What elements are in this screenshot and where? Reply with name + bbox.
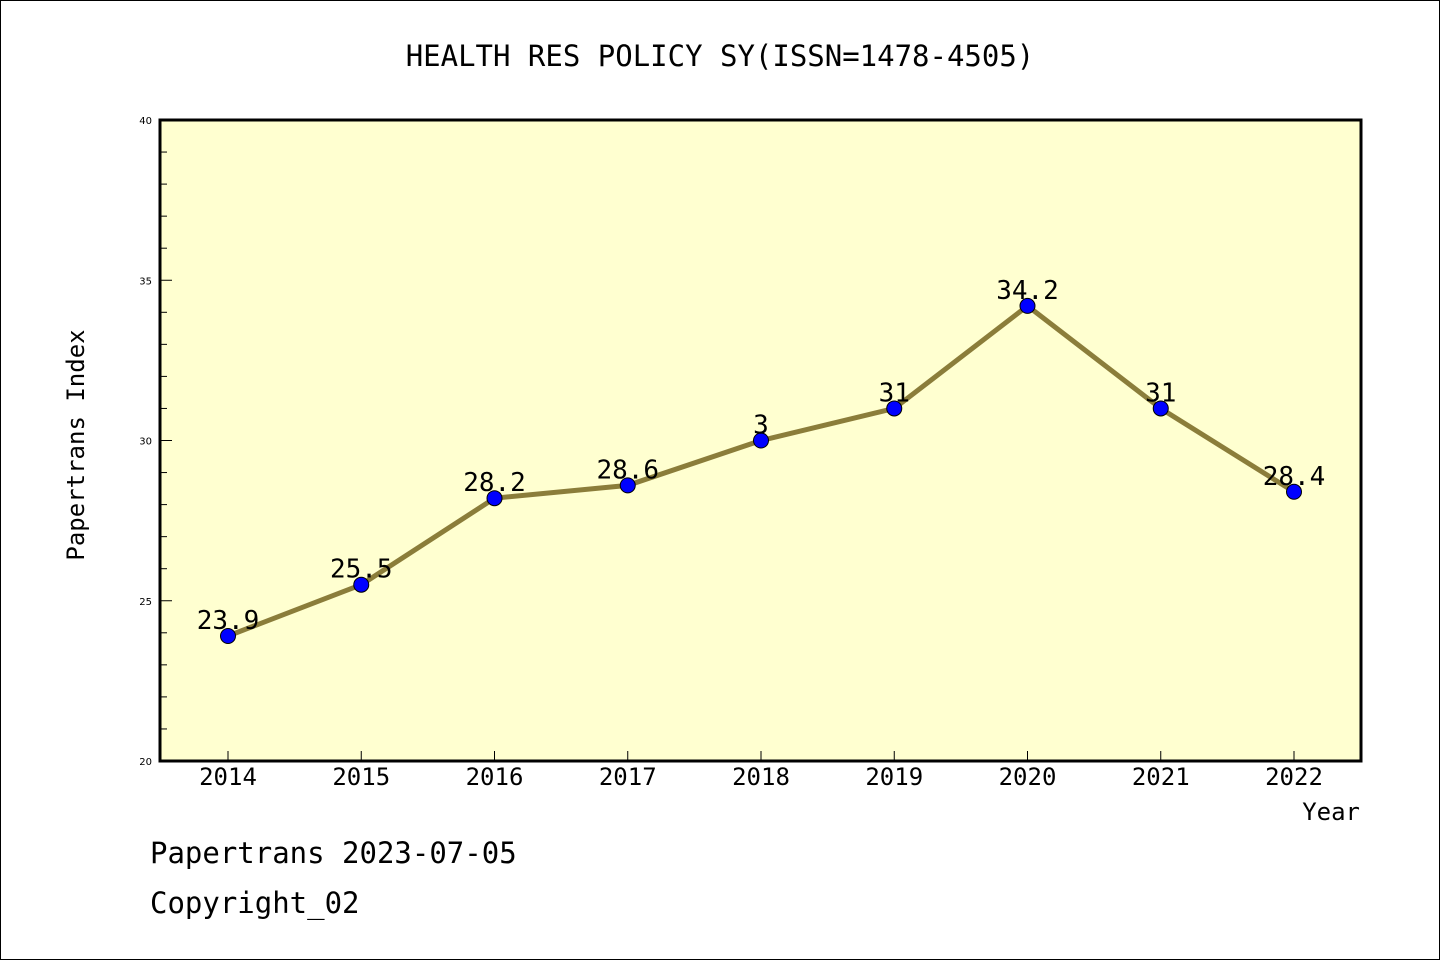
data-point-label: 28.6 <box>596 455 659 485</box>
data-point-label: 31 <box>879 378 910 408</box>
data-point-label: 31 <box>1145 378 1176 408</box>
y-tick-label: 20 <box>139 757 152 768</box>
data-point-marker <box>220 628 236 645</box>
x-tick-label: 2022 <box>1265 763 1323 791</box>
chart-title: HEALTH RES POLICY SY(ISSN=1478-4505) <box>406 39 1035 73</box>
x-axis-ticks: 2014 2015 2016 2017 2018 2019 2020 2021 2022 <box>199 751 1323 791</box>
x-tick-label: 2018 <box>732 763 790 791</box>
y-axis-ticks: 20 25 30 35 40 <box>139 116 172 768</box>
data-labels: 23.9 25.5 28.2 28.6 3 31 34.2 31 28.4 <box>197 276 1326 636</box>
data-point-label: 34.2 <box>996 276 1059 306</box>
data-point-marker <box>1019 297 1036 314</box>
x-tick-label: 2020 <box>999 763 1057 791</box>
data-point-label: 25.5 <box>330 555 393 585</box>
y-tick-label: 30 <box>139 437 152 448</box>
plot-border <box>158 118 1363 763</box>
x-axis-title: Year <box>1302 798 1360 826</box>
y-tick-label: 40 <box>139 116 152 127</box>
y-tick-label: 35 <box>139 276 152 287</box>
data-point-marker <box>886 400 903 417</box>
x-tick-label: 2016 <box>466 763 524 791</box>
x-tick-label: 2021 <box>1132 763 1190 791</box>
y-tick-label: 25 <box>139 597 152 608</box>
data-point-label: 23.9 <box>197 606 260 636</box>
x-tick-label: 2017 <box>599 763 657 791</box>
series-markers <box>220 297 1302 645</box>
data-point-marker <box>486 490 503 507</box>
data-point-marker <box>353 576 370 593</box>
y-axis-title: Papertrans Index <box>62 329 90 560</box>
data-point-marker <box>1152 400 1169 417</box>
footer-date: Papertrans 2023-07-05 <box>150 836 517 870</box>
x-tick-label: 2014 <box>199 763 257 791</box>
x-tick-label: 2019 <box>865 763 923 791</box>
footer-copyright: Copyright_02 <box>150 886 360 921</box>
data-point-label: 28.2 <box>463 468 526 498</box>
data-point-marker <box>1286 483 1302 500</box>
data-point-marker <box>753 432 769 449</box>
data-point-marker <box>619 477 636 494</box>
data-point-label: 3 <box>753 411 769 441</box>
data-point-label: 28.4 <box>1263 462 1326 492</box>
x-tick-label: 2015 <box>332 763 390 791</box>
